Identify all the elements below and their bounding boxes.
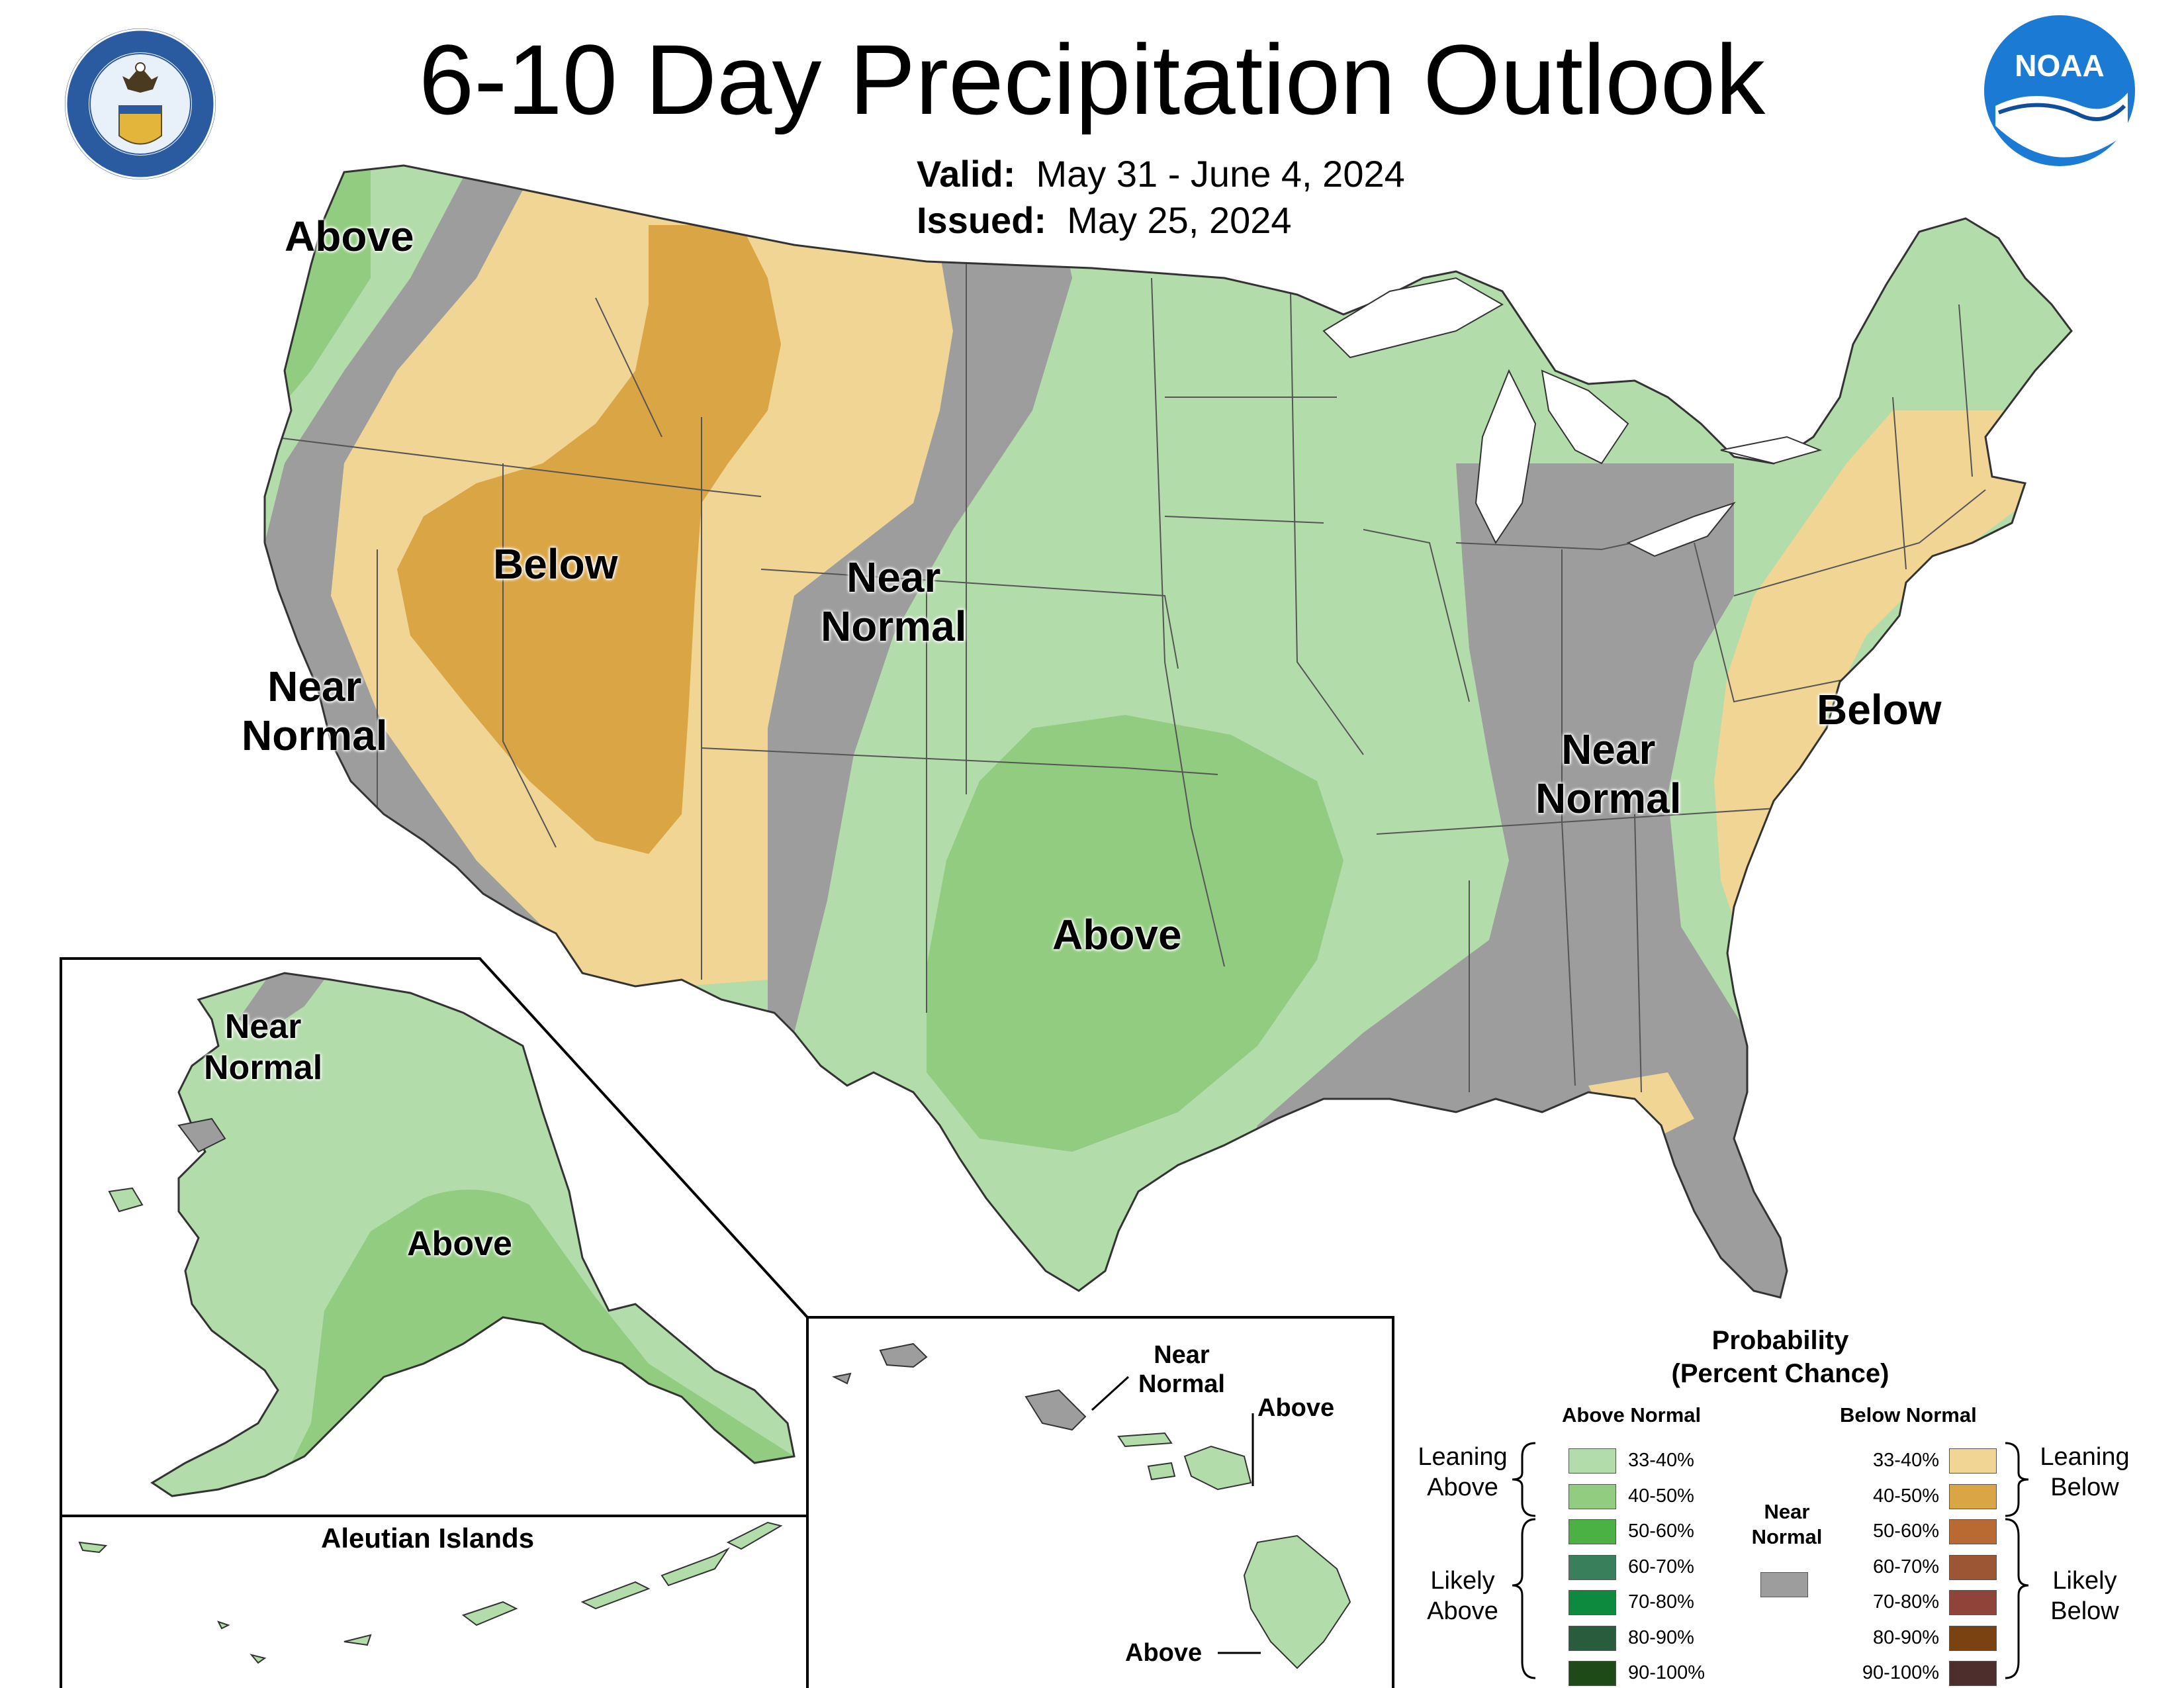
legend-below-label: 50-60% bbox=[1873, 1521, 1939, 1542]
legend-below-swatch bbox=[1949, 1448, 1997, 1474]
legend-near-text: Near bbox=[1764, 1500, 1810, 1523]
legend-bracket-text: Likely bbox=[1430, 1567, 1495, 1595]
legend-below-label: 33-40% bbox=[1873, 1450, 1939, 1471]
legend-bracket-text: Below bbox=[2050, 1597, 2119, 1625]
legend-bracket-text: Below bbox=[2050, 1474, 2119, 1501]
label-near-normal-east: Near Normal bbox=[1535, 725, 1682, 823]
label-text: Normal bbox=[821, 602, 967, 650]
label-text: Near bbox=[1561, 726, 1656, 773]
legend-above-label: 80-90% bbox=[1628, 1626, 1694, 1648]
valid-issued-block: Valid: May 31 - June 4, 2024 Issued: May… bbox=[917, 151, 1405, 244]
legend-above-label: 60-70% bbox=[1628, 1556, 1694, 1577]
issued-line: Issued: May 25, 2024 bbox=[917, 197, 1405, 244]
legend-likely-below: Likely Below bbox=[2032, 1566, 2138, 1626]
map-title: 6-10 Day Precipitation Outlook bbox=[418, 24, 1766, 135]
legend-likely-above: Likely Above bbox=[1416, 1566, 1509, 1626]
legend-above-label: 40-50% bbox=[1628, 1485, 1694, 1507]
legend-bracket-text: Leaning bbox=[2040, 1443, 2130, 1471]
legend-bracket-text: Above bbox=[1427, 1597, 1498, 1625]
label-above-northwest: Above bbox=[285, 212, 414, 260]
legend-brackets bbox=[1512, 1442, 2029, 1679]
legend-below-swatch bbox=[1949, 1625, 1997, 1651]
label-hawaii-near-normal: Near Normal bbox=[1138, 1340, 1225, 1399]
legend-below-swatch bbox=[1949, 1483, 1997, 1509]
label-alaska-near-normal: Near Normal bbox=[204, 1006, 322, 1088]
commerce-seal-logo bbox=[65, 28, 216, 179]
noaa-logo: NOAA bbox=[1984, 15, 2135, 166]
legend-below-label: 60-70% bbox=[1873, 1556, 1939, 1577]
legend-below-label: 70-80% bbox=[1873, 1591, 1939, 1613]
legend-below-swatch bbox=[1949, 1519, 1997, 1544]
legend-title-line: Probability bbox=[1711, 1326, 1849, 1355]
legend-title: Probability (Percent Chance) bbox=[1621, 1324, 1939, 1390]
label-text: Near bbox=[224, 1008, 302, 1046]
legend-below-label: 90-100% bbox=[1862, 1662, 1939, 1683]
label-below-west: Below bbox=[493, 540, 618, 588]
legend-below-swatch bbox=[1949, 1661, 1997, 1686]
label-text: Near bbox=[846, 553, 941, 601]
legend-near-normal-swatch bbox=[1760, 1572, 1808, 1597]
legend-above-header: Above Normal bbox=[1562, 1403, 1702, 1427]
legend-above-label: 90-100% bbox=[1628, 1662, 1706, 1683]
label-text: Normal bbox=[1138, 1370, 1225, 1398]
legend-title-line: (Percent Chance) bbox=[1671, 1359, 1889, 1388]
hawaii-inset bbox=[806, 1316, 1394, 1688]
label-text: Near bbox=[267, 663, 362, 710]
legend-below-swatch bbox=[1949, 1590, 1997, 1615]
valid-label: Valid: bbox=[917, 153, 1016, 195]
valid-line: Valid: May 31 - June 4, 2024 bbox=[917, 151, 1405, 197]
legend-above-label: 50-60% bbox=[1628, 1521, 1694, 1542]
legend-leaning-above: Leaning Above bbox=[1416, 1442, 1509, 1503]
label-near-normal-plains: Near Normal bbox=[821, 553, 967, 651]
legend-above-swatch bbox=[1569, 1483, 1616, 1509]
issued-date: May 25, 2024 bbox=[1067, 199, 1292, 241]
legend-above-label: 33-40% bbox=[1628, 1450, 1694, 1471]
label-below-east: Below bbox=[1817, 686, 1942, 733]
legend-above-swatch bbox=[1569, 1519, 1616, 1544]
legend-near-text: Normal bbox=[1751, 1525, 1823, 1548]
legend-near-normal-label: Near Normal bbox=[1747, 1499, 1827, 1550]
legend-above-swatch bbox=[1569, 1554, 1616, 1580]
svg-text:NOAA: NOAA bbox=[2015, 48, 2104, 83]
legend-bracket-text: Likely bbox=[2052, 1567, 2117, 1595]
aleutian-islands-title: Aleutian Islands bbox=[321, 1523, 535, 1554]
label-text: Normal bbox=[204, 1049, 323, 1087]
legend-below-header: Below Normal bbox=[1840, 1403, 1977, 1427]
label-alaska-above: Above bbox=[407, 1225, 512, 1263]
label-hawaii-above-big-island: Above bbox=[1125, 1639, 1203, 1667]
legend-below-label: 80-90% bbox=[1873, 1626, 1939, 1648]
legend-below-swatch bbox=[1949, 1554, 1997, 1580]
label-near-normal-california: Near Normal bbox=[242, 662, 388, 760]
great-lakes bbox=[1322, 277, 1823, 557]
legend-above-swatch bbox=[1569, 1661, 1616, 1686]
label-text: Normal bbox=[242, 712, 388, 759]
legend-bracket-text: Leaning bbox=[1418, 1443, 1508, 1471]
issued-label: Issued: bbox=[917, 199, 1047, 241]
legend-below-label: 40-50% bbox=[1873, 1485, 1939, 1507]
legend-leaning-below: Leaning Below bbox=[2032, 1442, 2138, 1503]
legend-above-swatch bbox=[1569, 1590, 1616, 1615]
legend-above-label: 70-80% bbox=[1628, 1591, 1694, 1613]
alaska-inset bbox=[60, 957, 809, 1688]
label-text: Near bbox=[1154, 1341, 1210, 1369]
legend-above-swatch bbox=[1569, 1448, 1616, 1474]
legend-above-swatch bbox=[1569, 1625, 1616, 1651]
label-above-south: Above bbox=[1052, 911, 1182, 959]
legend-bracket-text: Above bbox=[1427, 1474, 1498, 1501]
valid-date: May 31 - June 4, 2024 bbox=[1036, 153, 1405, 195]
label-text: Normal bbox=[1535, 774, 1682, 822]
label-hawaii-above-north: Above bbox=[1257, 1394, 1335, 1422]
conus-outline bbox=[263, 164, 2073, 1299]
